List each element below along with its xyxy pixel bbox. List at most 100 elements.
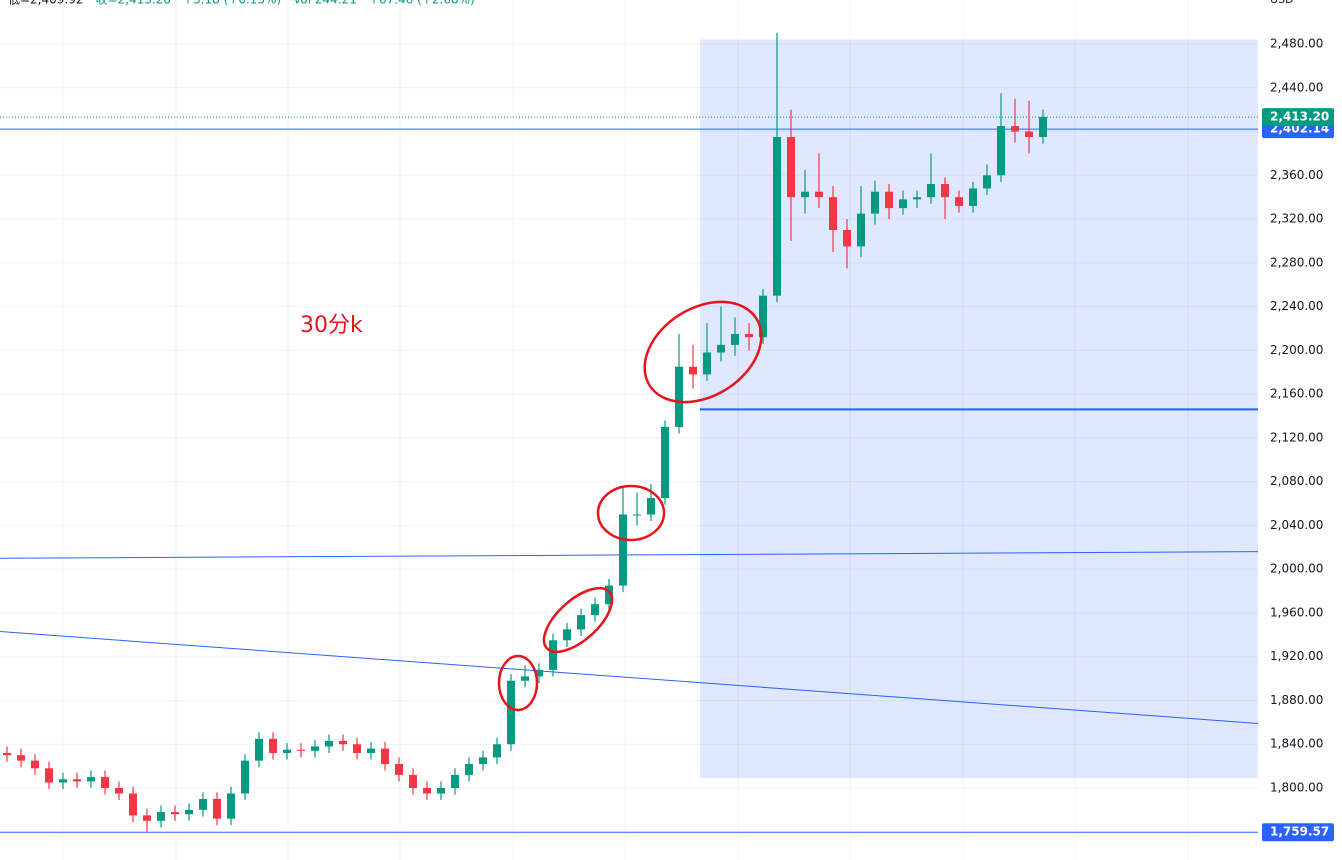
candle-body [451,774,459,789]
candle-body [983,175,991,189]
candle-body [353,744,361,753]
candle-body [549,640,557,670]
candle-body [185,809,193,815]
candle-body [703,352,711,375]
candle-body [73,779,81,782]
candle-body [227,793,235,819]
y-tick-label: 1,920.00 [1270,649,1323,663]
candle-body [661,426,669,499]
candle-body [927,184,935,198]
candles [3,33,1047,832]
annotation: 30分k [300,313,363,338]
candle-body [1025,131,1033,137]
candle-body [465,763,473,775]
hand-drawn-circles [497,300,763,712]
candle-body [45,768,53,783]
candle-body [535,669,543,677]
candle-body [423,788,431,794]
y-tick-label: 1,880.00 [1270,693,1323,707]
y-tick-label: 1,840.00 [1270,737,1323,751]
candle-body [577,615,585,630]
candle-body [857,213,865,247]
y-tick-label: 2,280.00 [1270,255,1323,269]
candle-body [801,191,809,198]
header-item: +3.18 (+0.13%) [183,0,281,7]
candle-body [157,812,165,821]
candle-body [325,740,333,747]
y-tick-label: 1,800.00 [1270,781,1323,795]
candle-body [129,793,137,816]
candle-body [969,188,977,206]
candle-body [255,738,263,761]
candle-body [171,812,179,815]
candle-body [115,788,123,794]
price-axis [1258,0,1342,860]
candle-body [759,295,767,338]
vertical-grid [62,0,1189,860]
candle-body [507,680,515,745]
header-item: +67.46 (+2.68%) [369,0,475,7]
y-tick-label: 2,040.00 [1270,518,1323,532]
candle-body [913,197,921,200]
y-tick-label: 2,320.00 [1270,212,1323,226]
y-tick-label: 1,960.00 [1270,605,1323,619]
candle-body [297,749,305,751]
header-item: Vol 244.21 [293,0,357,7]
header: 低=2,409.92 收=2,413.20 +3.18 (+0.13%) Vol 24… [8,0,475,7]
candle-body [3,752,11,756]
current-price-label: 2,413.20 [1270,110,1329,124]
candle-body [997,126,1005,176]
candle-body [339,740,347,745]
candle-body [521,676,529,681]
currency: USD [1270,0,1294,6]
trend-line [0,631,1259,724]
y-tick-label: 2,440.00 [1270,80,1323,94]
candle-body [591,604,599,616]
candle-body [395,763,403,775]
candle-body [773,136,781,296]
candle-body [1011,126,1019,132]
y-tick-label: 2,000.00 [1270,562,1323,576]
candle-body [1039,117,1047,137]
header-item: 低=2,409.92 [8,0,84,7]
drawing-tools [0,39,1259,833]
candle-body [479,757,487,764]
y-tick-label: 2,240.00 [1270,299,1323,313]
candle-body [437,788,445,794]
candle-body [409,774,417,789]
candle-body [143,815,151,821]
candle-body [311,746,319,751]
candle-body [213,798,221,819]
current-price-tag [1262,108,1334,127]
candle-body [647,498,655,515]
y-tick-label: 2,360.00 [1270,168,1323,182]
candle-body [633,514,641,516]
candle-body [843,229,851,247]
candle-body [829,197,837,230]
candle-body [605,585,613,605]
y-tick-label: 2,160.00 [1270,387,1323,401]
header-item: 收=2,413.20 [96,0,172,7]
level-label: 1,759.57 [1270,825,1329,839]
y-tick-label: 2,120.00 [1270,430,1323,444]
candle-body [955,197,963,206]
candle-body [815,191,823,198]
candle-body [87,777,95,782]
candle-body [745,333,753,338]
y-tick-label: 2,080.00 [1270,474,1323,488]
candle-body [381,748,389,764]
candle-body [101,777,109,789]
candle-body [367,748,375,753]
y-tick-label: 2,480.00 [1270,36,1323,50]
candle-body [269,738,277,753]
candle-body [493,744,501,758]
candle-body [941,184,949,198]
level-tag [1262,823,1334,842]
candle-body [31,760,39,769]
candle-body [241,760,249,794]
candle-body [59,779,67,783]
candle-body [731,333,739,345]
candle-body [17,755,25,761]
candle-body [899,199,907,209]
